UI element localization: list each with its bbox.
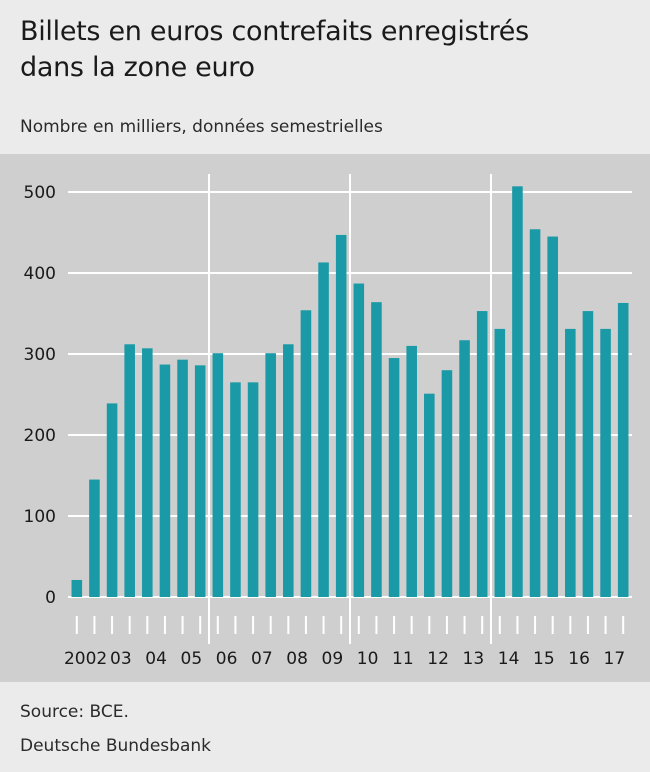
bar-chart: 0 100 200 300 400 500 2002 03 04 05 06 07 08 09 10 11 12…	[24, 174, 632, 669]
bar	[124, 344, 135, 597]
bar	[106, 403, 118, 597]
bar	[230, 382, 241, 597]
bar	[142, 348, 153, 597]
bar	[441, 370, 453, 597]
x-tick-label: 07	[251, 649, 273, 669]
bar	[371, 302, 382, 597]
y-tick-label: 300	[24, 345, 56, 365]
x-tick-label: 2002	[64, 649, 107, 669]
bar	[265, 353, 276, 597]
x-tick-label: 11	[392, 649, 414, 669]
bar	[388, 358, 400, 597]
bar	[547, 236, 558, 598]
bar	[582, 311, 594, 597]
bar	[71, 579, 83, 597]
bar	[300, 310, 312, 597]
y-tick-label: 0	[45, 588, 56, 608]
y-tick-label: 400	[24, 264, 56, 284]
source-note: Source: BCE.	[20, 702, 129, 722]
chart-title: Billets en euros contrefaits enregistrés…	[20, 14, 630, 86]
bar	[494, 328, 506, 597]
bar	[459, 340, 470, 597]
bar	[565, 328, 576, 597]
x-tick-label: 15	[533, 649, 555, 669]
bar	[159, 364, 171, 597]
x-tick-label: 04	[145, 649, 167, 669]
x-tick-label: 13	[463, 649, 485, 669]
x-tick-label: 05	[181, 649, 203, 669]
bar	[476, 311, 488, 597]
bar	[600, 328, 611, 597]
x-tick-label: 09	[322, 649, 344, 669]
bar	[283, 344, 294, 597]
bar	[177, 359, 188, 597]
x-tick-label: 16	[568, 649, 590, 669]
bar	[406, 345, 417, 597]
y-tick-label: 200	[24, 426, 56, 446]
bar	[617, 302, 629, 597]
bar	[335, 234, 347, 597]
chart-subtitle: Nombre en milliers, données semestrielle…	[20, 117, 383, 137]
chart-title-line-2: dans la zone euro	[20, 52, 255, 83]
x-tick-label: 17	[604, 649, 626, 669]
x-tick-label: 14	[498, 649, 520, 669]
bar	[212, 353, 224, 597]
bar	[529, 229, 541, 597]
x-tick-label: 12	[427, 649, 449, 669]
x-tick-label: 06	[216, 649, 238, 669]
bar	[424, 393, 435, 597]
bar	[194, 365, 206, 597]
bar	[89, 479, 100, 597]
y-tick-label: 100	[24, 507, 56, 527]
y-tick-label: 500	[24, 183, 56, 203]
x-tick-label: 10	[357, 649, 379, 669]
bar	[318, 262, 329, 597]
x-tick-label: 03	[110, 649, 132, 669]
bar	[512, 186, 523, 597]
x-tick-label: 08	[286, 649, 308, 669]
bar	[247, 382, 259, 597]
publisher-note: Deutsche Bundesbank	[20, 736, 211, 756]
chart-title-line-1: Billets en euros contrefaits enregistrés	[20, 16, 529, 47]
bar	[353, 283, 365, 597]
